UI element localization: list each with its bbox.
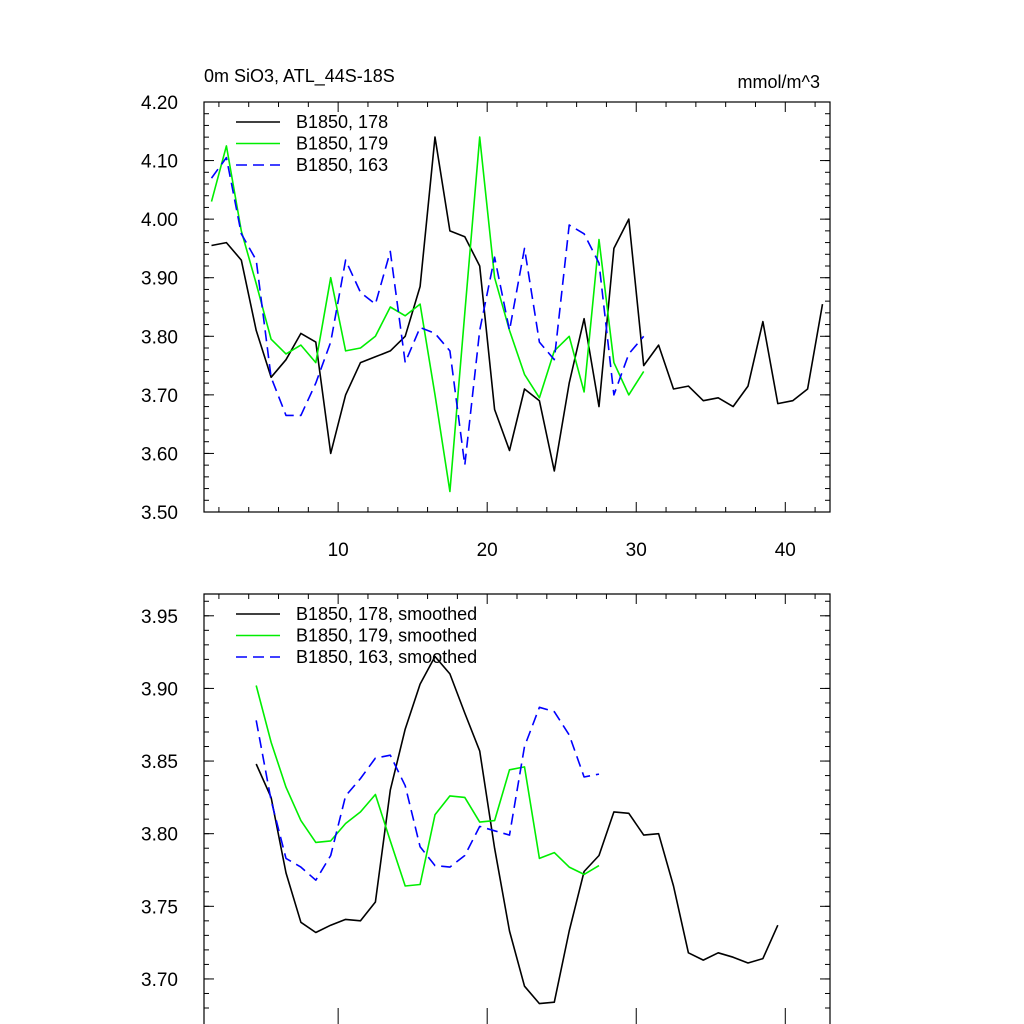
top-x-tick-label: 30 [626,540,647,561]
units-label: mmol/m^3 [738,72,820,92]
bottom-y-tick-label: 3.80 [141,825,178,846]
panel-bottom: 3.70 3.75 3.80 3.85 3.90 3.95 B1850, 178, smo… [141,593,831,1024]
bottom-legend-label-2: B1850, 179, smoothed [296,626,477,646]
top-x-tick-label: 40 [775,540,796,561]
top-series-line-2 [210,136,645,493]
bottom-y-tick-label: 3.70 [141,970,178,991]
bottom-series-group [255,655,779,1005]
top-y-tick-label: 3.90 [141,269,178,290]
top-y-tick-label: 3.80 [141,327,178,348]
top-series-line-3 [210,156,645,466]
top-y-tick-label: 3.50 [141,503,178,524]
bottom-y-tick-label: 3.95 [141,607,178,628]
panel-top: 0m SiO3, ATL_44S-18S mmol/m^3 3.503.603.… [141,66,831,561]
bottom-y-tick-label: 3.75 [141,897,178,918]
top-axes: 3.50 3.60 3.70 3.80 3.90 4.00 4.10 4.20 10 20 30 40 [141,93,830,561]
top-legend-label-1: B1850, 178 [296,112,388,132]
top-y-tick-label: 4.00 [141,210,178,231]
bottom-axes: 3.70 3.75 3.80 3.85 3.90 3.95 [141,593,831,1024]
top-y-tick-label: 4.10 [141,152,178,173]
top-x-tick-label: 20 [477,540,498,561]
top-y-tick-label: 3.60 [141,444,178,465]
bottom-series-line-1 [255,655,779,1005]
bottom-series-line-3 [255,706,600,882]
top-series-group [210,136,824,493]
chart-title: 0m SiO3, ATL_44S-18S [204,66,395,87]
bottom-legend-label-1: B1850, 178, smoothed [296,604,477,624]
top-y-tick-label: 3.70 [141,386,178,407]
bottom-y-tick-label: 3.90 [141,679,178,700]
top-legend-label-3: B1850, 163 [296,155,388,175]
top-series-line-1 [211,136,824,472]
bottom-series-line-2 [255,685,600,887]
top-x-tick-label: 10 [328,540,349,561]
bottom-legend-label-3: B1850, 163, smoothed [296,647,477,667]
top-legend-label-2: B1850, 179 [296,134,388,154]
bottom-y-tick-label: 3.85 [141,752,178,773]
top-y-tick-label: 4.20 [141,93,178,114]
